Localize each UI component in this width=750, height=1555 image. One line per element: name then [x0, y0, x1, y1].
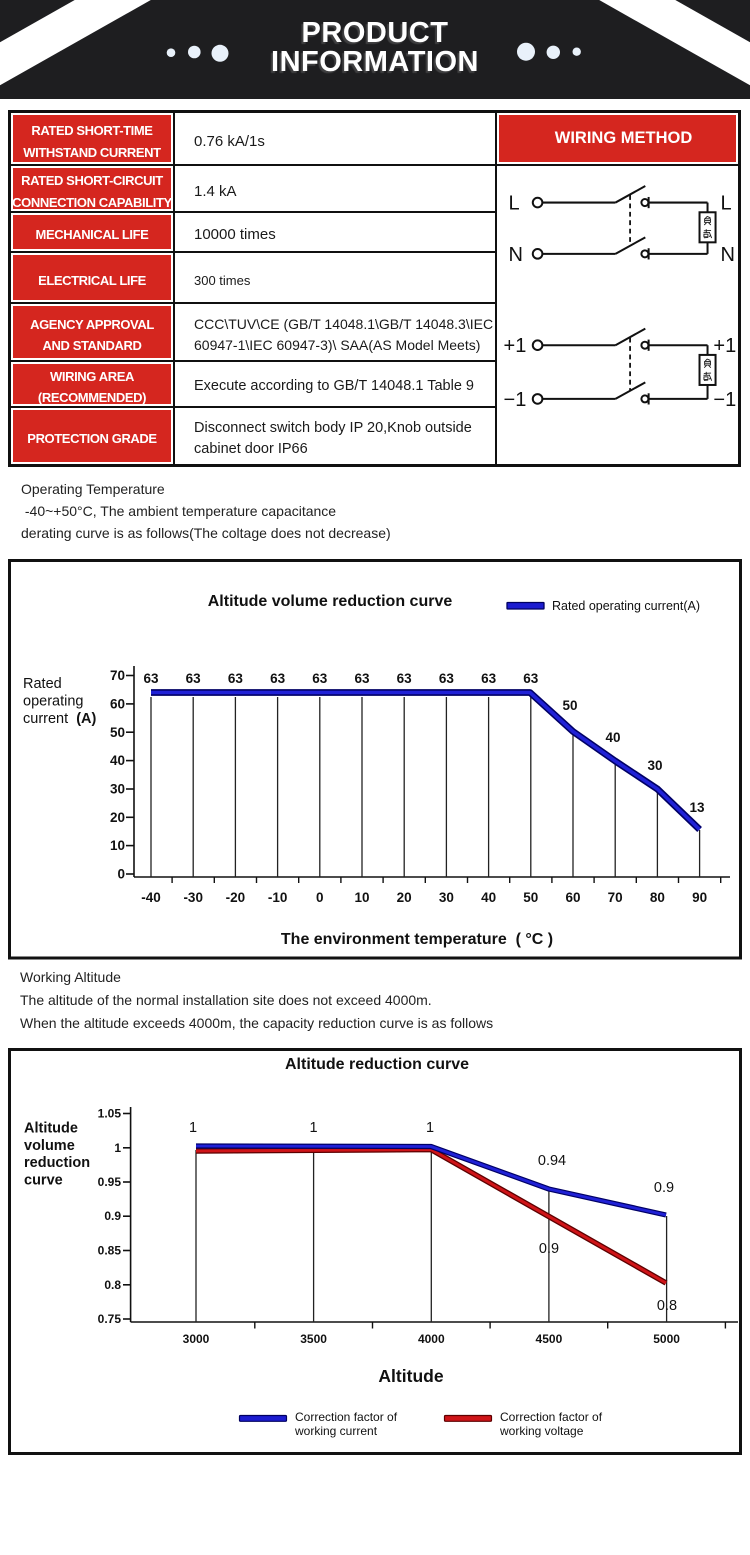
- svg-text:90: 90: [692, 890, 707, 905]
- svg-text:operating: operating: [23, 694, 83, 710]
- svg-text:-40: -40: [141, 890, 161, 905]
- svg-text:-20: -20: [226, 890, 246, 905]
- svg-text:3500: 3500: [300, 1332, 327, 1346]
- svg-text:50: 50: [523, 890, 538, 905]
- svg-text:Altitude: Altitude: [24, 1121, 78, 1137]
- svg-text:10: 10: [354, 890, 369, 905]
- svg-text:-10: -10: [268, 890, 288, 905]
- svg-text:70: 70: [608, 890, 623, 905]
- svg-text:−1: −1: [504, 389, 527, 411]
- svg-text:-30: -30: [183, 890, 203, 905]
- svg-text:63: 63: [523, 671, 539, 686]
- svg-text:10: 10: [110, 838, 125, 853]
- svg-text:Altitude reduction curve: Altitude reduction curve: [285, 1056, 469, 1073]
- svg-text:1: 1: [426, 1120, 434, 1136]
- svg-text:50: 50: [562, 698, 577, 713]
- svg-text:0.9: 0.9: [654, 1180, 674, 1196]
- svg-text:63: 63: [312, 671, 328, 686]
- svg-text:current (A): current (A): [23, 711, 96, 727]
- svg-text:3000: 3000: [183, 1332, 210, 1346]
- svg-text:80: 80: [650, 890, 665, 905]
- svg-text:30: 30: [647, 758, 662, 773]
- svg-text:4500: 4500: [536, 1332, 563, 1346]
- svg-text:63: 63: [228, 671, 244, 686]
- svg-text:N: N: [720, 244, 734, 266]
- svg-text:63: 63: [354, 671, 370, 686]
- svg-text:4000: 4000: [418, 1332, 445, 1346]
- svg-text:+1: +1: [713, 335, 736, 357]
- svg-text:working voltage: working voltage: [499, 1424, 584, 1438]
- svg-text:1.05: 1.05: [98, 1107, 122, 1121]
- svg-text:0.94: 0.94: [538, 1153, 566, 1169]
- svg-text:volume: volume: [24, 1138, 75, 1154]
- svg-text:63: 63: [143, 671, 159, 686]
- svg-text:30: 30: [439, 890, 454, 905]
- svg-text:Rated: Rated: [23, 676, 62, 692]
- svg-text:0: 0: [117, 867, 125, 882]
- svg-text:40: 40: [110, 753, 125, 768]
- svg-text:+1: +1: [504, 335, 527, 357]
- svg-text:63: 63: [186, 671, 202, 686]
- svg-text:0.75: 0.75: [98, 1312, 122, 1326]
- svg-text:curve: curve: [24, 1172, 63, 1188]
- svg-text:60: 60: [565, 890, 580, 905]
- svg-text:50: 50: [110, 725, 125, 740]
- svg-text:0.8: 0.8: [104, 1278, 121, 1292]
- svg-text:0: 0: [316, 890, 324, 905]
- svg-text:63: 63: [270, 671, 286, 686]
- svg-text:63: 63: [439, 671, 455, 686]
- svg-text:30: 30: [110, 782, 125, 797]
- svg-text:60: 60: [110, 696, 125, 711]
- svg-text:0.9: 0.9: [104, 1209, 121, 1223]
- svg-text:70: 70: [110, 668, 125, 683]
- svg-text:20: 20: [397, 890, 412, 905]
- svg-text:1: 1: [114, 1141, 121, 1155]
- svg-text:L: L: [720, 193, 731, 215]
- svg-text:63: 63: [481, 671, 497, 686]
- svg-text:1: 1: [310, 1120, 318, 1136]
- svg-text:1: 1: [189, 1120, 197, 1136]
- svg-text:13: 13: [689, 800, 705, 815]
- svg-text:Correction factor of: Correction factor of: [295, 1410, 398, 1424]
- svg-text:40: 40: [481, 890, 496, 905]
- svg-text:0.9: 0.9: [539, 1241, 559, 1257]
- svg-text:Rated operating current(A): Rated operating current(A): [552, 599, 700, 613]
- svg-text:Altitude volume reduction curv: Altitude volume reduction curve: [208, 593, 453, 610]
- svg-text:0.95: 0.95: [98, 1175, 122, 1189]
- svg-text:The environment temperature (: The environment temperature ( °C ): [281, 931, 553, 948]
- svg-text:Correction factor of: Correction factor of: [500, 1410, 603, 1424]
- svg-text:63: 63: [397, 671, 413, 686]
- svg-text:5000: 5000: [653, 1332, 680, 1346]
- svg-text:working current: working current: [294, 1424, 378, 1438]
- svg-text:N: N: [509, 244, 523, 266]
- svg-text:−1: −1: [713, 389, 736, 411]
- svg-text:reduction: reduction: [24, 1155, 90, 1171]
- svg-text:20: 20: [110, 810, 125, 825]
- svg-text:Altitude: Altitude: [378, 1366, 443, 1386]
- svg-text:40: 40: [605, 730, 620, 745]
- svg-text:L: L: [509, 193, 520, 215]
- svg-text:0.8: 0.8: [657, 1298, 677, 1314]
- svg-text:0.85: 0.85: [98, 1244, 122, 1258]
